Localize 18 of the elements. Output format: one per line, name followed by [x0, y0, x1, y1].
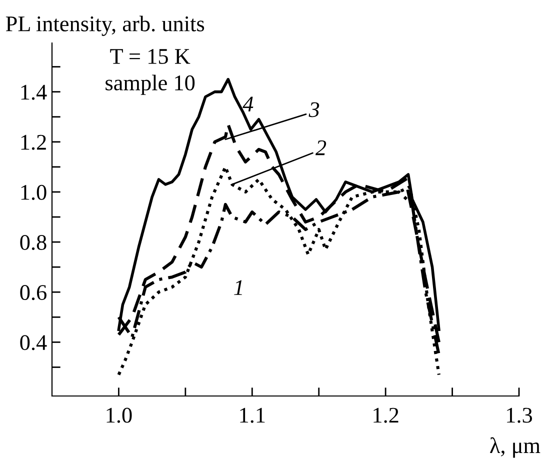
- y-tick-label: 1.2: [21, 134, 46, 150]
- annotation: 4: [242, 96, 254, 112]
- x-tick-label: 1.0: [106, 408, 132, 423]
- annotation: 2: [315, 140, 326, 156]
- x-axis-title: λ, μm: [490, 437, 540, 458]
- y-axis-title: PL intensity, arb. units: [6, 16, 204, 36]
- y-tick-label: 0.6: [20, 285, 46, 300]
- y-tick-label: 1.4: [21, 84, 47, 100]
- x-tick-label: 1.3: [507, 408, 532, 423]
- x-tick-label: 1.1: [240, 408, 265, 423]
- annotation: 3: [308, 102, 320, 118]
- annotation: 1: [234, 280, 242, 295]
- y-tick-label: 1.0: [21, 184, 46, 200]
- annotation: sample 10: [106, 74, 195, 95]
- y-tick-label: 0.8: [20, 234, 46, 250]
- annotation: T = 15 K: [110, 49, 190, 64]
- x-tick-label: 1.2: [374, 408, 398, 423]
- y-tick-label: 0.4: [20, 335, 47, 350]
